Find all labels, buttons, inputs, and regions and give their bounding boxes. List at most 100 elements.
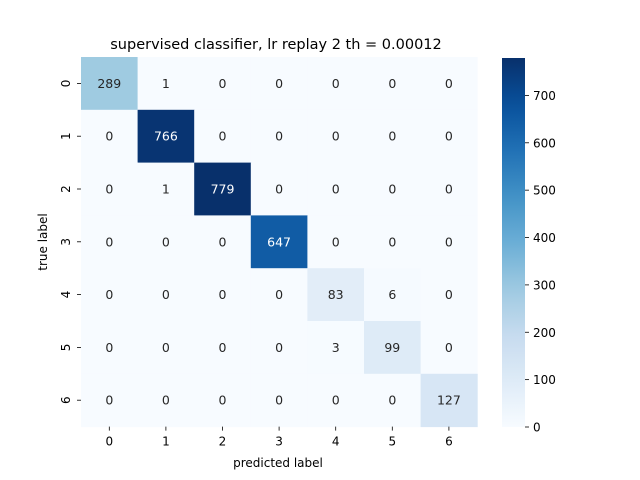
y-axis-label: true label xyxy=(36,213,50,270)
cell-value-r6-c3: 0 xyxy=(275,393,283,408)
cell-value-r3-c3: 647 xyxy=(267,234,291,249)
heatmap-cell-r0-c0 xyxy=(81,57,139,111)
cell-value-r1-c2: 0 xyxy=(219,129,227,144)
cell-value-r3-c1: 0 xyxy=(162,234,170,249)
heatmap-cell-r0-c1 xyxy=(137,57,195,111)
colorbar xyxy=(502,58,525,427)
heatmap-cell-r1-c4 xyxy=(307,109,365,164)
x-tick-label: 3 xyxy=(275,435,283,449)
cell-value-r0-c1: 1 xyxy=(162,76,170,91)
cell-value-r2-c3: 0 xyxy=(275,182,283,197)
x-tick-label: 5 xyxy=(388,435,396,449)
cell-value-r6-c6: 127 xyxy=(437,393,461,408)
heatmap-cell-r5-c6 xyxy=(420,321,478,375)
heatmap-cell-r0-c5 xyxy=(364,57,422,111)
cell-value-r0-c6: 0 xyxy=(445,76,453,91)
y-tick-label: 3 xyxy=(59,238,73,246)
heatmap-cell-r2-c0 xyxy=(81,162,139,216)
colorbar-tick-label: 400 xyxy=(533,231,556,245)
cell-value-r4-c5: 6 xyxy=(388,287,396,302)
cell-value-r4-c1: 0 xyxy=(162,287,170,302)
cell-value-r6-c4: 0 xyxy=(332,393,340,408)
heatmap-cell-r0-c3 xyxy=(250,57,308,111)
heatmap-cell-r3-c5 xyxy=(364,215,422,269)
heatmap-cell-r5-c3 xyxy=(250,321,308,375)
cell-value-r1-c0: 0 xyxy=(105,129,113,144)
heatmap-cell-r4-c2 xyxy=(194,268,252,322)
heatmap-cell-r2-c4 xyxy=(307,162,365,216)
heatmap-cell-r4-c1 xyxy=(137,268,195,322)
colorbar-tick-label: 100 xyxy=(533,373,556,387)
cell-value-r4-c2: 0 xyxy=(219,287,227,302)
y-tick-label: 6 xyxy=(59,396,73,404)
heatmap-cell-r5-c0 xyxy=(81,321,139,375)
heatmap-cell-r4-c4 xyxy=(307,268,365,322)
heatmap-cell-r6-c0 xyxy=(81,373,139,428)
heatmap-cell-r1-c6 xyxy=(420,109,478,164)
heatmap-cell-r3-c1 xyxy=(137,215,195,269)
x-tick-label: 4 xyxy=(332,435,340,449)
cell-value-r0-c3: 0 xyxy=(275,76,283,91)
heatmap-cell-r2-c3 xyxy=(250,162,308,216)
cell-value-r5-c0: 0 xyxy=(105,340,113,355)
cell-value-r2-c2: 779 xyxy=(211,182,235,197)
heatmap-cell-r6-c3 xyxy=(250,373,308,428)
heatmap-cell-r3-c0 xyxy=(81,215,139,269)
cell-value-r5-c3: 0 xyxy=(275,340,283,355)
heatmap-cell-r6-c4 xyxy=(307,373,365,428)
cell-value-r3-c0: 0 xyxy=(105,234,113,249)
colorbar-tick-label: 300 xyxy=(533,278,556,292)
cell-value-r3-c6: 0 xyxy=(445,234,453,249)
heatmap-cell-r5-c1 xyxy=(137,321,195,375)
heatmap-cell-r5-c2 xyxy=(194,321,252,375)
y-tick-label: 1 xyxy=(59,132,73,140)
cell-value-r1-c3: 0 xyxy=(275,129,283,144)
y-tick-label: 0 xyxy=(59,80,73,88)
heatmap-cell-r4-c0 xyxy=(81,268,139,322)
x-axis-label: predicted label xyxy=(233,456,323,470)
cell-value-r4-c0: 0 xyxy=(105,287,113,302)
heatmap-cell-r0-c2 xyxy=(194,57,252,111)
heatmap-cell-r2-c6 xyxy=(420,162,478,216)
heatmap-cell-r3-c6 xyxy=(420,215,478,269)
heatmap-cell-r3-c2 xyxy=(194,215,252,269)
cell-value-r6-c1: 0 xyxy=(162,393,170,408)
x-tick-label: 1 xyxy=(162,435,170,449)
heatmap-cell-r1-c3 xyxy=(250,109,308,164)
heatmap-cell-r1-c1 xyxy=(137,109,195,164)
heatmap-cell-r0-c4 xyxy=(307,57,365,111)
cell-value-r0-c4: 0 xyxy=(332,76,340,91)
cell-value-r3-c2: 0 xyxy=(219,234,227,249)
cell-value-r2-c5: 0 xyxy=(388,182,396,197)
cell-value-r5-c4: 3 xyxy=(332,340,340,355)
cell-value-r4-c6: 0 xyxy=(445,287,453,302)
chart-title: supervised classifier, lr replay 2 th = … xyxy=(110,37,442,53)
heatmap-cell-r1-c0 xyxy=(81,109,139,164)
cell-value-r6-c2: 0 xyxy=(219,393,227,408)
cell-value-r5-c1: 0 xyxy=(162,340,170,355)
cell-value-r1-c6: 0 xyxy=(445,129,453,144)
heatmap-cell-r6-c1 xyxy=(137,373,195,428)
heatmap-cell-r6-c2 xyxy=(194,373,252,428)
colorbar-tick-label: 200 xyxy=(533,326,556,340)
heatmap-cell-r1-c5 xyxy=(364,109,422,164)
heatmap-cell-r5-c4 xyxy=(307,321,365,375)
cell-value-r1-c5: 0 xyxy=(388,129,396,144)
heatmap-cell-r1-c2 xyxy=(194,109,252,164)
cell-value-r0-c0: 289 xyxy=(97,76,121,91)
colorbar-tick-label: 600 xyxy=(533,136,556,150)
x-axis-ticks: 0 1 2 3 4 5 6 xyxy=(105,426,453,449)
cell-value-r1-c1: 766 xyxy=(154,129,178,144)
heatmap-cell-r3-c4 xyxy=(307,215,365,269)
heatmap-cell-r5-c5 xyxy=(364,321,422,375)
heatmap-cell-r3-c3 xyxy=(250,215,308,269)
cell-value-r2-c1: 1 xyxy=(162,182,170,197)
colorbar-tick-label: 700 xyxy=(533,89,556,103)
x-tick-label: 0 xyxy=(105,435,113,449)
cell-value-r1-c4: 0 xyxy=(332,129,340,144)
y-tick-label: 2 xyxy=(59,185,73,193)
heatmap-cell-r6-c5 xyxy=(364,373,422,428)
cell-value-r5-c2: 0 xyxy=(219,340,227,355)
colorbar-tick-label: 500 xyxy=(533,184,556,198)
